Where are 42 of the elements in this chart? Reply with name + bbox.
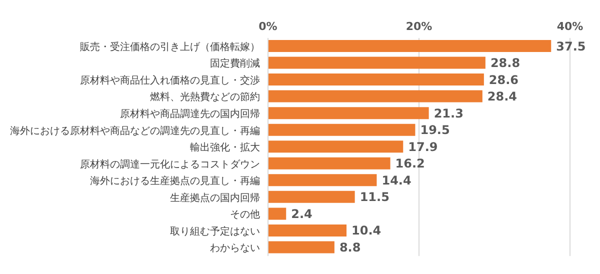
- y-tick-label: 原材料の調達一元化によるコストダウン: [80, 158, 260, 170]
- data-label: 28.8: [490, 56, 520, 70]
- y-tick-label: 生産拠点の国内回帰: [170, 192, 260, 204]
- x-tick-label: 40%: [556, 20, 584, 33]
- bar: [268, 174, 377, 186]
- x-tick-label: 20%: [406, 20, 432, 33]
- y-tick-label: 海外における生産拠点の見直し・再編: [90, 175, 260, 188]
- y-tick-label: 海外における原材料や商品などの調達先の見直し・再編: [10, 124, 260, 137]
- data-label: 28.6: [488, 72, 519, 87]
- x-tick-label: 0%: [258, 20, 278, 33]
- data-label: 11.5: [360, 190, 390, 204]
- y-tick-label: 輸出強化・拡大: [190, 142, 260, 154]
- data-label: 2.4: [291, 206, 312, 221]
- bar: [268, 190, 355, 203]
- y-tick-label: 燃料、光熱費などの節約: [150, 91, 260, 104]
- y-tick-label: その他: [230, 208, 260, 221]
- bar: [268, 90, 482, 102]
- bar: [268, 157, 390, 170]
- bar: [268, 140, 404, 153]
- data-label: 19.5: [420, 123, 450, 138]
- bar: [268, 241, 334, 254]
- data-label: 21.3: [434, 106, 464, 120]
- data-label: 16.2: [395, 156, 425, 171]
- data-label: 17.9: [408, 140, 438, 154]
- bar: [268, 74, 484, 86]
- bar: [268, 56, 486, 69]
- y-tick-label: 原材料や商品調達先の国内回帰: [120, 108, 260, 120]
- bar: [268, 224, 347, 236]
- y-tick-label: 取り組む予定はない: [170, 225, 260, 238]
- y-tick-label: 原材料や商品仕入れ価格の見直し・交渉: [80, 74, 260, 86]
- bar: [268, 40, 552, 52]
- data-label: 10.4: [352, 224, 382, 238]
- data-label: 8.8: [339, 240, 361, 254]
- y-tick-label: 固定費削減: [210, 58, 260, 70]
- bar: [268, 107, 429, 120]
- y-tick-label: 販売・受注価格の引き上げ（価格転嫁）: [80, 40, 260, 53]
- y-tick-label: わからない: [210, 243, 260, 254]
- data-label: 14.4: [382, 173, 412, 188]
- bar: [268, 124, 416, 136]
- bar: [268, 208, 286, 220]
- data-label: 28.4: [487, 90, 518, 104]
- data-label: 37.5: [556, 39, 586, 54]
